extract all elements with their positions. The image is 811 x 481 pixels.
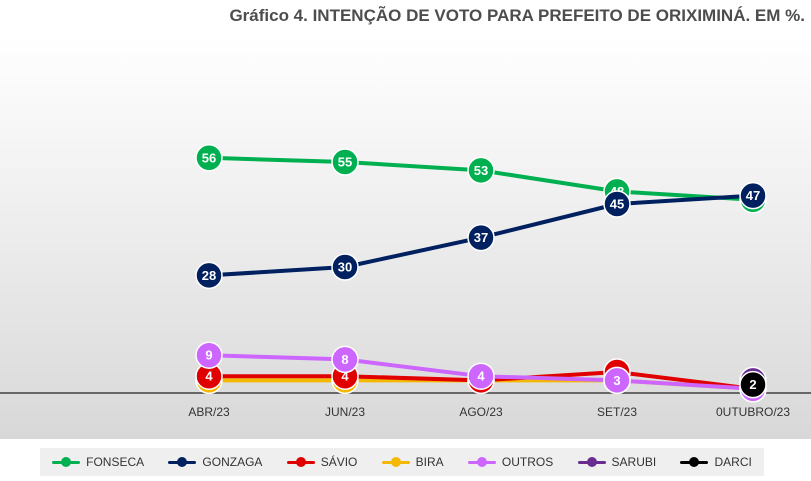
- x-tick-label: JUN/23: [325, 405, 365, 419]
- data-point-outros: [467, 362, 495, 390]
- legend-label: SARUBI: [611, 455, 657, 469]
- data-point-outros: [603, 366, 631, 395]
- legend-label: OUTROS: [501, 455, 554, 469]
- data-point-gonzaga: [603, 190, 631, 218]
- data-label-darci: 2: [749, 377, 756, 392]
- legend-item-bira: BIRA: [381, 455, 444, 469]
- legend-item-sarubi: SARUBI: [577, 455, 657, 469]
- legend-swatch: [577, 457, 606, 467]
- data-point-gonzaga: [739, 181, 767, 210]
- x-tick-label: 0UTUBRO/23: [716, 405, 790, 419]
- chart-title: Gráfico 4. INTENÇÃO DE VOTO PARA PREFEIT…: [229, 6, 805, 25]
- legend-label: SÁVIO: [320, 455, 358, 469]
- legend-item-outros: OUTROS: [467, 455, 554, 469]
- data-point-fonseca: [467, 156, 495, 185]
- legend-label: FONSECA: [86, 455, 145, 469]
- legend-label: BIRA: [415, 455, 444, 469]
- data-point-fonseca: [195, 144, 223, 172]
- data-label-fonseca: 55: [338, 155, 352, 170]
- legend-swatch: [52, 457, 81, 467]
- data-label-gonzaga: 45: [610, 197, 624, 212]
- data-label-outros: 3: [613, 373, 620, 388]
- data-label-outros: 9: [205, 348, 212, 363]
- legend-item-gonzaga: GONZAGA: [168, 455, 262, 469]
- data-label-sávio: 4: [205, 369, 213, 384]
- data-label-gonzaga: 28: [202, 268, 216, 283]
- data-point-gonzaga: [331, 253, 359, 281]
- line-chart: ABR/23JUN/23AGO/23SET/230UTUBRO/23333314…: [0, 36, 811, 439]
- data-point-outros: [331, 345, 359, 374]
- legend-label: GONZAGA: [202, 455, 263, 469]
- data-label-outros: 4: [477, 369, 485, 384]
- x-tick-label: ABR/23: [188, 405, 230, 419]
- data-label-fonseca: 53: [474, 163, 488, 178]
- legend-label: DARCI: [714, 455, 752, 469]
- data-label-outros: 8: [341, 352, 348, 367]
- data-label-fonseca: 56: [202, 150, 216, 165]
- data-label-sávio: 4: [341, 369, 349, 384]
- data-point-fonseca: [331, 148, 359, 176]
- x-tick-label: AGO/23: [459, 405, 503, 419]
- legend-item-fonseca: FONSECA: [52, 455, 144, 469]
- legend-swatch: [168, 457, 197, 467]
- legend-swatch: [381, 457, 410, 467]
- chart-legend: FONSECA GONZAGA SÁVIO BIRA OUTROS SARUBI DARCI: [40, 448, 764, 476]
- legend-swatch: [680, 457, 709, 467]
- data-point-gonzaga: [195, 261, 223, 290]
- plot-background: [0, 36, 811, 439]
- data-label-gonzaga: 47: [746, 188, 760, 203]
- data-point-gonzaga: [467, 223, 495, 252]
- x-tick-label: SET/23: [597, 405, 637, 419]
- data-label-gonzaga: 30: [338, 260, 352, 275]
- data-label-gonzaga: 37: [474, 230, 488, 245]
- legend-item-sávio: SÁVIO: [286, 455, 358, 469]
- data-point-outros: [195, 341, 223, 369]
- data-point-darci: [739, 370, 767, 399]
- legend-swatch: [286, 457, 315, 467]
- legend-swatch: [467, 457, 496, 467]
- legend-item-darci: DARCI: [680, 455, 752, 469]
